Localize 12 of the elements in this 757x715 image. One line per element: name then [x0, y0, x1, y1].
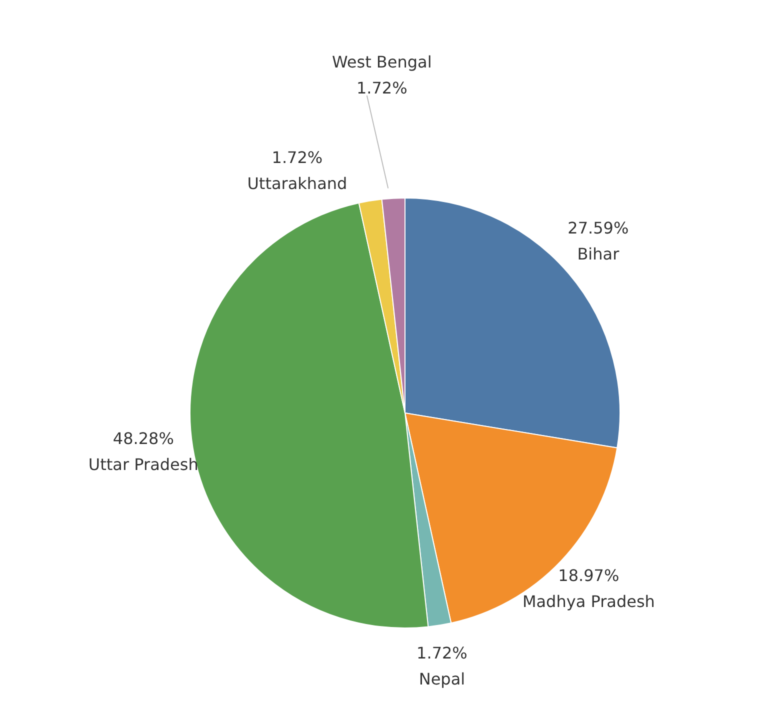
slice-label: Uttar Pradesh: [88, 454, 198, 474]
data-label: 1.72%: [356, 78, 408, 98]
data-label: 48.28%: [112, 428, 174, 448]
slice-label: Bihar: [577, 244, 620, 264]
data-label: 18.97%: [558, 566, 620, 585]
data-label: 27.59%: [568, 218, 629, 238]
slice-label: Uttarakhand: [247, 174, 348, 194]
slice-label: Madhya Pradesh: [522, 592, 655, 611]
data-label: 1.72%: [272, 148, 323, 168]
data-label: 1.72%: [416, 644, 468, 663]
slice-label: West Bengal: [332, 52, 432, 72]
slice-label: Nepal: [418, 670, 466, 689]
